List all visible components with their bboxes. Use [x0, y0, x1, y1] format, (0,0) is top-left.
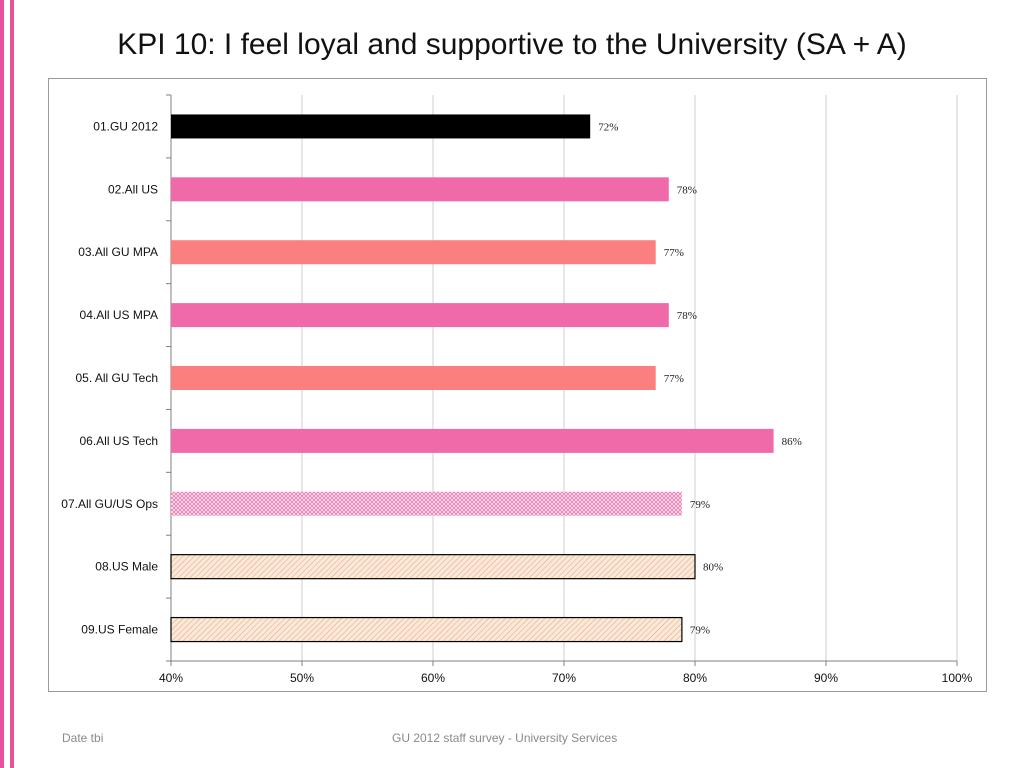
category-label: 06.All US Tech	[80, 434, 159, 448]
x-tick-label: 70%	[552, 671, 576, 685]
data-label: 86%	[782, 436, 802, 448]
chart-frame: 40% 50% 60% 70% 80% 90% 100% 01.GU 2012 72% 02.Al…	[48, 78, 987, 692]
left-accent-bar	[0, 0, 4, 768]
bar	[171, 491, 682, 516]
category-label: 03.All GU MPA	[78, 245, 158, 259]
slide-title: KPI 10: I feel loyal and supportive to t…	[117, 28, 907, 61]
footer-date: Date tbi	[62, 731, 104, 745]
bar	[171, 366, 656, 390]
bar	[171, 428, 774, 453]
bar	[171, 114, 591, 139]
category-label: 07.All GU/US Ops	[61, 497, 158, 511]
bar-chart: 40% 50% 60% 70% 80% 90% 100% 01.GU 2012 72% 02.Al…	[61, 94, 973, 685]
x-tick-label: 100%	[942, 671, 973, 685]
bar	[170, 554, 696, 580]
category-label: 04.All US MPA	[80, 308, 158, 322]
category-label: 02.All US	[108, 182, 158, 196]
data-label: 78%	[677, 310, 697, 322]
bar	[171, 177, 669, 202]
data-label: 79%	[690, 499, 710, 511]
x-tick-label: 40%	[159, 671, 183, 685]
data-label: 77%	[664, 373, 684, 385]
x-tick-label: 80%	[683, 671, 707, 685]
data-label: 79%	[690, 625, 710, 637]
data-label: 78%	[677, 184, 697, 196]
bar	[171, 240, 656, 265]
data-label: 72%	[598, 121, 618, 133]
data-label: 77%	[664, 247, 684, 259]
footer-survey-label: GU 2012 staff survey - University Servic…	[392, 731, 618, 745]
category-label: 08.US Male	[95, 560, 158, 574]
data-label: 80%	[703, 562, 723, 574]
x-tick-label: 60%	[421, 671, 445, 685]
left-accent-bar-inner	[10, 0, 14, 768]
x-tick-label: 90%	[814, 671, 838, 685]
category-label: 01.GU 2012	[93, 119, 158, 133]
bar	[170, 616, 683, 643]
category-label: 05. All GU Tech	[76, 371, 159, 385]
bar	[171, 303, 669, 328]
category-label: 09.US Female	[81, 623, 158, 637]
x-tick-label: 50%	[290, 671, 314, 685]
